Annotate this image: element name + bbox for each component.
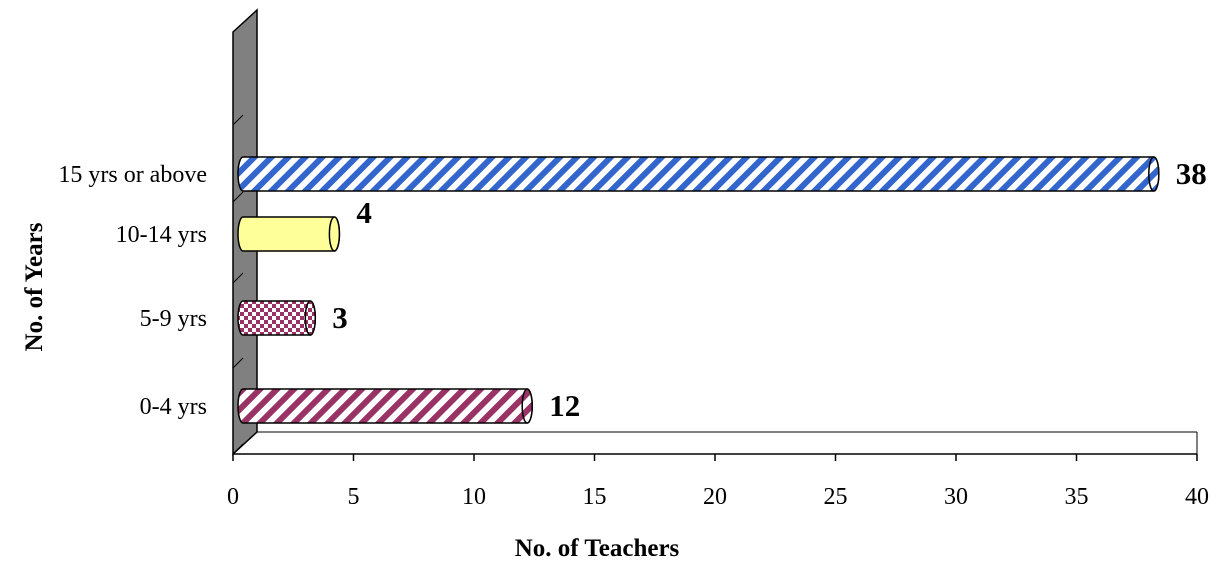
y-axis-tick [232, 272, 244, 284]
data-label: 4 [356, 195, 372, 230]
x-tick-label: 35 [1065, 484, 1089, 510]
bar [237, 156, 1160, 192]
bar [237, 300, 317, 336]
y-axis-tick [232, 114, 244, 126]
y-axis-category-labels: 0-4 yrs 5-9 yrs 10-14 yrs 15 yrs or above [58, 162, 207, 420]
x-tick-label: 40 [1185, 484, 1209, 510]
data-label: 38 [1176, 156, 1207, 191]
y-tick-label: 15 yrs or above [58, 162, 207, 188]
data-labels: 12 3 4 38 [332, 156, 1207, 423]
x-tick-label: 25 [824, 484, 848, 510]
x-tick-label: 5 [348, 484, 360, 510]
x-tick-label: 0 [227, 484, 239, 510]
y-axis-tick [232, 443, 244, 455]
x-tick-label: 10 [462, 484, 486, 510]
y-axis-tick [232, 357, 244, 369]
data-label: 12 [549, 388, 580, 423]
x-axis-ticks: 0 5 10 15 20 25 30 35 40 [227, 454, 1209, 510]
y-tick-label: 0-4 yrs [140, 394, 207, 420]
y-axis-ticks [232, 114, 244, 455]
data-label: 3 [332, 300, 348, 335]
y-tick-label: 10-14 yrs [116, 222, 207, 248]
x-tick-label: 15 [583, 484, 607, 510]
y-axis-tick [232, 191, 244, 203]
x-tick-label: 30 [944, 484, 968, 510]
y-tick-label: 5-9 yrs [140, 306, 207, 332]
y-axis-title: No. of Years [21, 222, 48, 351]
x-axis-title: No. of Teachers [515, 535, 680, 562]
bars [237, 156, 1160, 424]
bar [237, 388, 533, 424]
bar [237, 216, 341, 252]
x-tick-label: 20 [703, 484, 727, 510]
